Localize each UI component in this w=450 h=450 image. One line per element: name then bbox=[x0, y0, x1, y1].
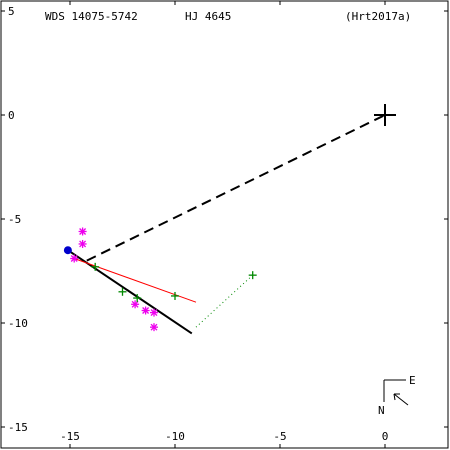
x-tick-label: -10 bbox=[165, 430, 185, 443]
x-tick-label: -15 bbox=[60, 430, 80, 443]
y-tick-label: -15 bbox=[8, 421, 28, 434]
x-tick-label: 0 bbox=[382, 430, 389, 443]
marker-stroke bbox=[79, 240, 87, 248]
marker-stroke bbox=[70, 255, 78, 262]
plus-point bbox=[171, 291, 179, 300]
fit-line bbox=[74, 258, 197, 303]
x-tick-label: -5 bbox=[273, 430, 286, 443]
compass: E N bbox=[378, 374, 416, 417]
header-wds: WDS 14075-5742 bbox=[45, 10, 138, 23]
measurement-points bbox=[63, 104, 396, 332]
asterisk-point bbox=[150, 323, 158, 332]
header-ref: (Hrt2017a) bbox=[345, 10, 411, 23]
orbit-lines bbox=[67, 114, 386, 335]
plus-point bbox=[133, 294, 142, 303]
y-tick-label: 5 bbox=[8, 5, 15, 18]
marker-stroke bbox=[131, 300, 139, 308]
primary-star-marker bbox=[374, 104, 396, 126]
secondary-star-marker bbox=[63, 246, 72, 255]
periastron-connector bbox=[86, 114, 386, 262]
plus-point bbox=[248, 271, 257, 280]
plus-point bbox=[91, 262, 100, 271]
asterisk-point bbox=[141, 306, 150, 315]
y-tick-label: -5 bbox=[8, 213, 21, 226]
compass-north-label: N bbox=[378, 404, 385, 417]
y-tick-label: 0 bbox=[8, 109, 15, 122]
asterisk-point bbox=[131, 300, 140, 309]
marker-stroke bbox=[150, 309, 158, 317]
asterisk-point bbox=[78, 227, 87, 236]
asterisk-point bbox=[70, 254, 79, 263]
residual-line bbox=[195, 274, 254, 328]
marker-stroke bbox=[142, 307, 150, 314]
marker-stroke bbox=[150, 323, 158, 331]
plus-point bbox=[118, 287, 127, 296]
asterisk-point bbox=[150, 308, 158, 317]
marker-stroke bbox=[79, 228, 87, 235]
asterisk-point bbox=[78, 239, 87, 248]
header-name: HJ 4645 bbox=[185, 10, 231, 23]
compass-east-label: E bbox=[409, 374, 416, 387]
y-tick-label: -10 bbox=[8, 317, 28, 330]
